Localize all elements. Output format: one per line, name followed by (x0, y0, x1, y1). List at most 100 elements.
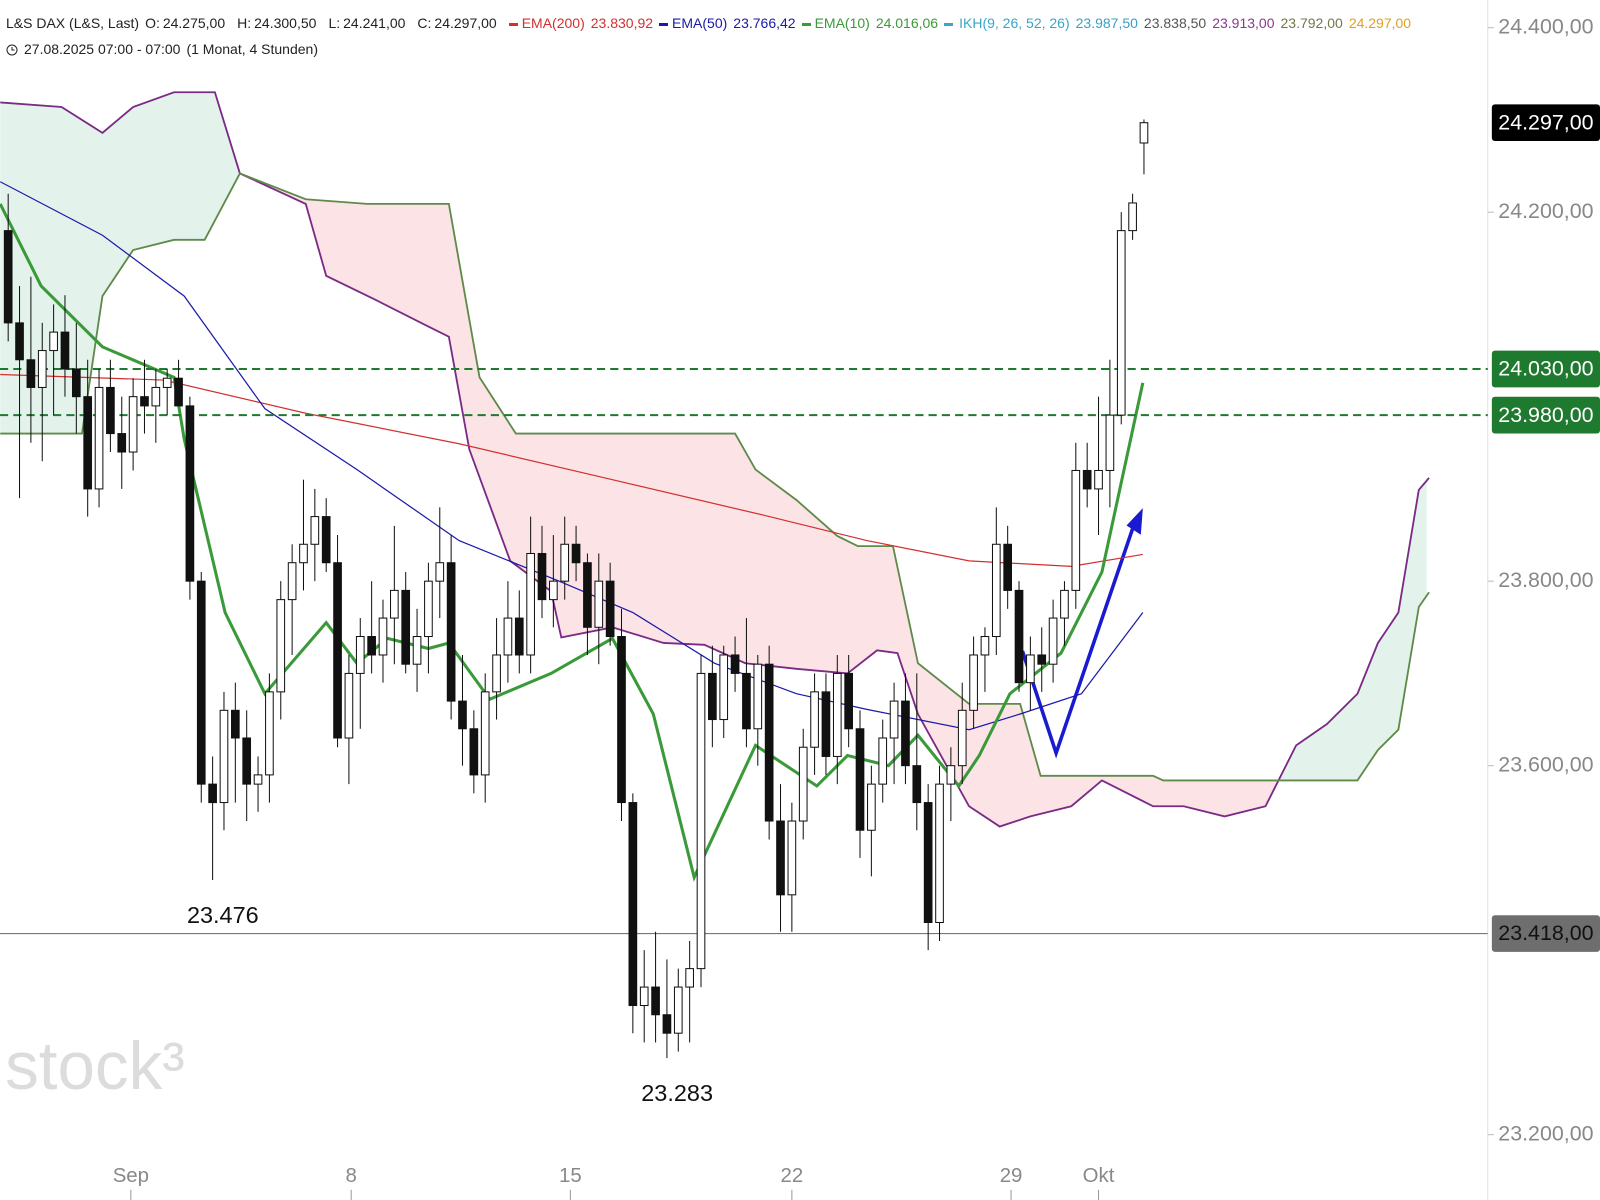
x-tick-label: Okt (1083, 1165, 1115, 1187)
x-tick-label: 29 (1000, 1165, 1023, 1187)
candle-body (798, 746, 808, 822)
candle-body (1116, 230, 1126, 416)
legend-name: EMA(50) (672, 15, 728, 31)
candle-body (855, 728, 865, 831)
candle-body (390, 589, 399, 619)
candle-body (71, 368, 81, 398)
header-symbol: L&S DAX (L&S, Last) (6, 15, 140, 31)
ohlc-label: O: (145, 15, 160, 31)
candle-body (310, 516, 320, 545)
candle-body (878, 737, 888, 785)
legend-value: 24.297,00 (1348, 15, 1412, 31)
ema-line (0, 203, 1145, 882)
ichimoku-span (0, 91, 1430, 828)
candle-body (94, 386, 104, 490)
level-tag (1491, 915, 1600, 952)
candle-body (424, 580, 433, 638)
candle-body (37, 350, 47, 388)
candle-body (253, 774, 263, 785)
candle-body (969, 654, 978, 711)
level-label: 23.418,00 (1498, 921, 1593, 945)
legend-swatch (508, 22, 518, 26)
ema-line (0, 373, 1143, 568)
candle-body (276, 599, 286, 693)
candle-body (219, 709, 229, 804)
cloud-fill (0, 92, 242, 434)
candle-body (1128, 202, 1137, 232)
candle-body (901, 700, 910, 767)
candle-body (355, 636, 365, 674)
candle-body (821, 691, 831, 757)
legend-value: 23.987,50 (1075, 15, 1138, 31)
ohlc-label: H: (237, 15, 252, 31)
ohlc-item: C: 24.297,00 (417, 15, 502, 31)
candle-body (469, 728, 479, 776)
candle-body (923, 802, 933, 924)
legend-name: EMA(10) (814, 15, 870, 31)
candle-body (60, 331, 70, 370)
candle-body (1037, 654, 1047, 665)
candle-body (583, 562, 592, 628)
candle-body (1094, 469, 1103, 490)
y-tick-label: 23.600,00 (1498, 752, 1593, 776)
candle-body (662, 1014, 672, 1034)
candle-body (1003, 543, 1013, 591)
candle-body (651, 986, 660, 1016)
x-tick-label: 15 (559, 1165, 582, 1187)
candle-body (946, 765, 956, 785)
y-tick-label: 23.800,00 (1498, 568, 1593, 592)
candle-body (628, 802, 638, 1007)
candle-body (15, 322, 24, 361)
candle-body (492, 654, 501, 693)
candle-body (26, 359, 36, 388)
level-tag (1491, 350, 1600, 388)
ohlc-value: 24.300,50 (254, 15, 317, 31)
candle-body (560, 543, 570, 582)
ohlc-item: L: 24.241,00 (328, 15, 411, 31)
candle-body (764, 663, 774, 822)
ohlc-value: 24.241,00 (343, 15, 406, 31)
candle-body (1026, 654, 1035, 684)
candle-body (605, 580, 615, 638)
candle-body (639, 986, 649, 1007)
candle-body (401, 589, 411, 665)
candle-body (185, 405, 195, 582)
header-line: 27.08.2025 07:00 - 07:00 (1 Monat, 4 Stun… (6, 36, 1417, 62)
candle-body (321, 516, 331, 564)
arrow (1020, 527, 1135, 759)
candle-body (299, 543, 308, 564)
candle-body (242, 737, 252, 785)
candle-body (196, 580, 206, 785)
candle-body (1139, 122, 1149, 144)
candle-body (708, 672, 717, 721)
legend-swatch (801, 22, 811, 26)
candle-body (435, 562, 445, 582)
candle-body (1105, 414, 1115, 471)
candle-body (446, 562, 456, 702)
candle-body (991, 543, 1001, 638)
candle-body (140, 396, 149, 407)
candle-body (503, 617, 513, 656)
candle-body (480, 691, 490, 776)
y-tick-label: 23.200,00 (1498, 1121, 1593, 1145)
legend-swatch (659, 22, 669, 26)
ohlc-item: O: 24.275,00 (145, 15, 231, 31)
candle-body (753, 663, 763, 730)
candle-body (537, 552, 547, 601)
legend-value: 23.913,00 (1212, 15, 1275, 31)
candle-body (174, 377, 183, 407)
legend-value: 23.792,00 (1280, 15, 1343, 31)
candle-body (106, 386, 115, 435)
ema-line (0, 181, 1144, 731)
candle-body (526, 552, 535, 656)
candle-body (549, 580, 558, 601)
candle-body (333, 562, 342, 739)
candle-body (594, 580, 604, 628)
candle-body (776, 820, 785, 896)
candle-body (208, 783, 217, 804)
ohlc-item: H: 24.300,50 (237, 15, 322, 31)
legend-value: 23.838,50 (1143, 15, 1207, 31)
candle-body (571, 543, 581, 564)
candle-body (1071, 469, 1081, 591)
candle-body (844, 672, 853, 730)
